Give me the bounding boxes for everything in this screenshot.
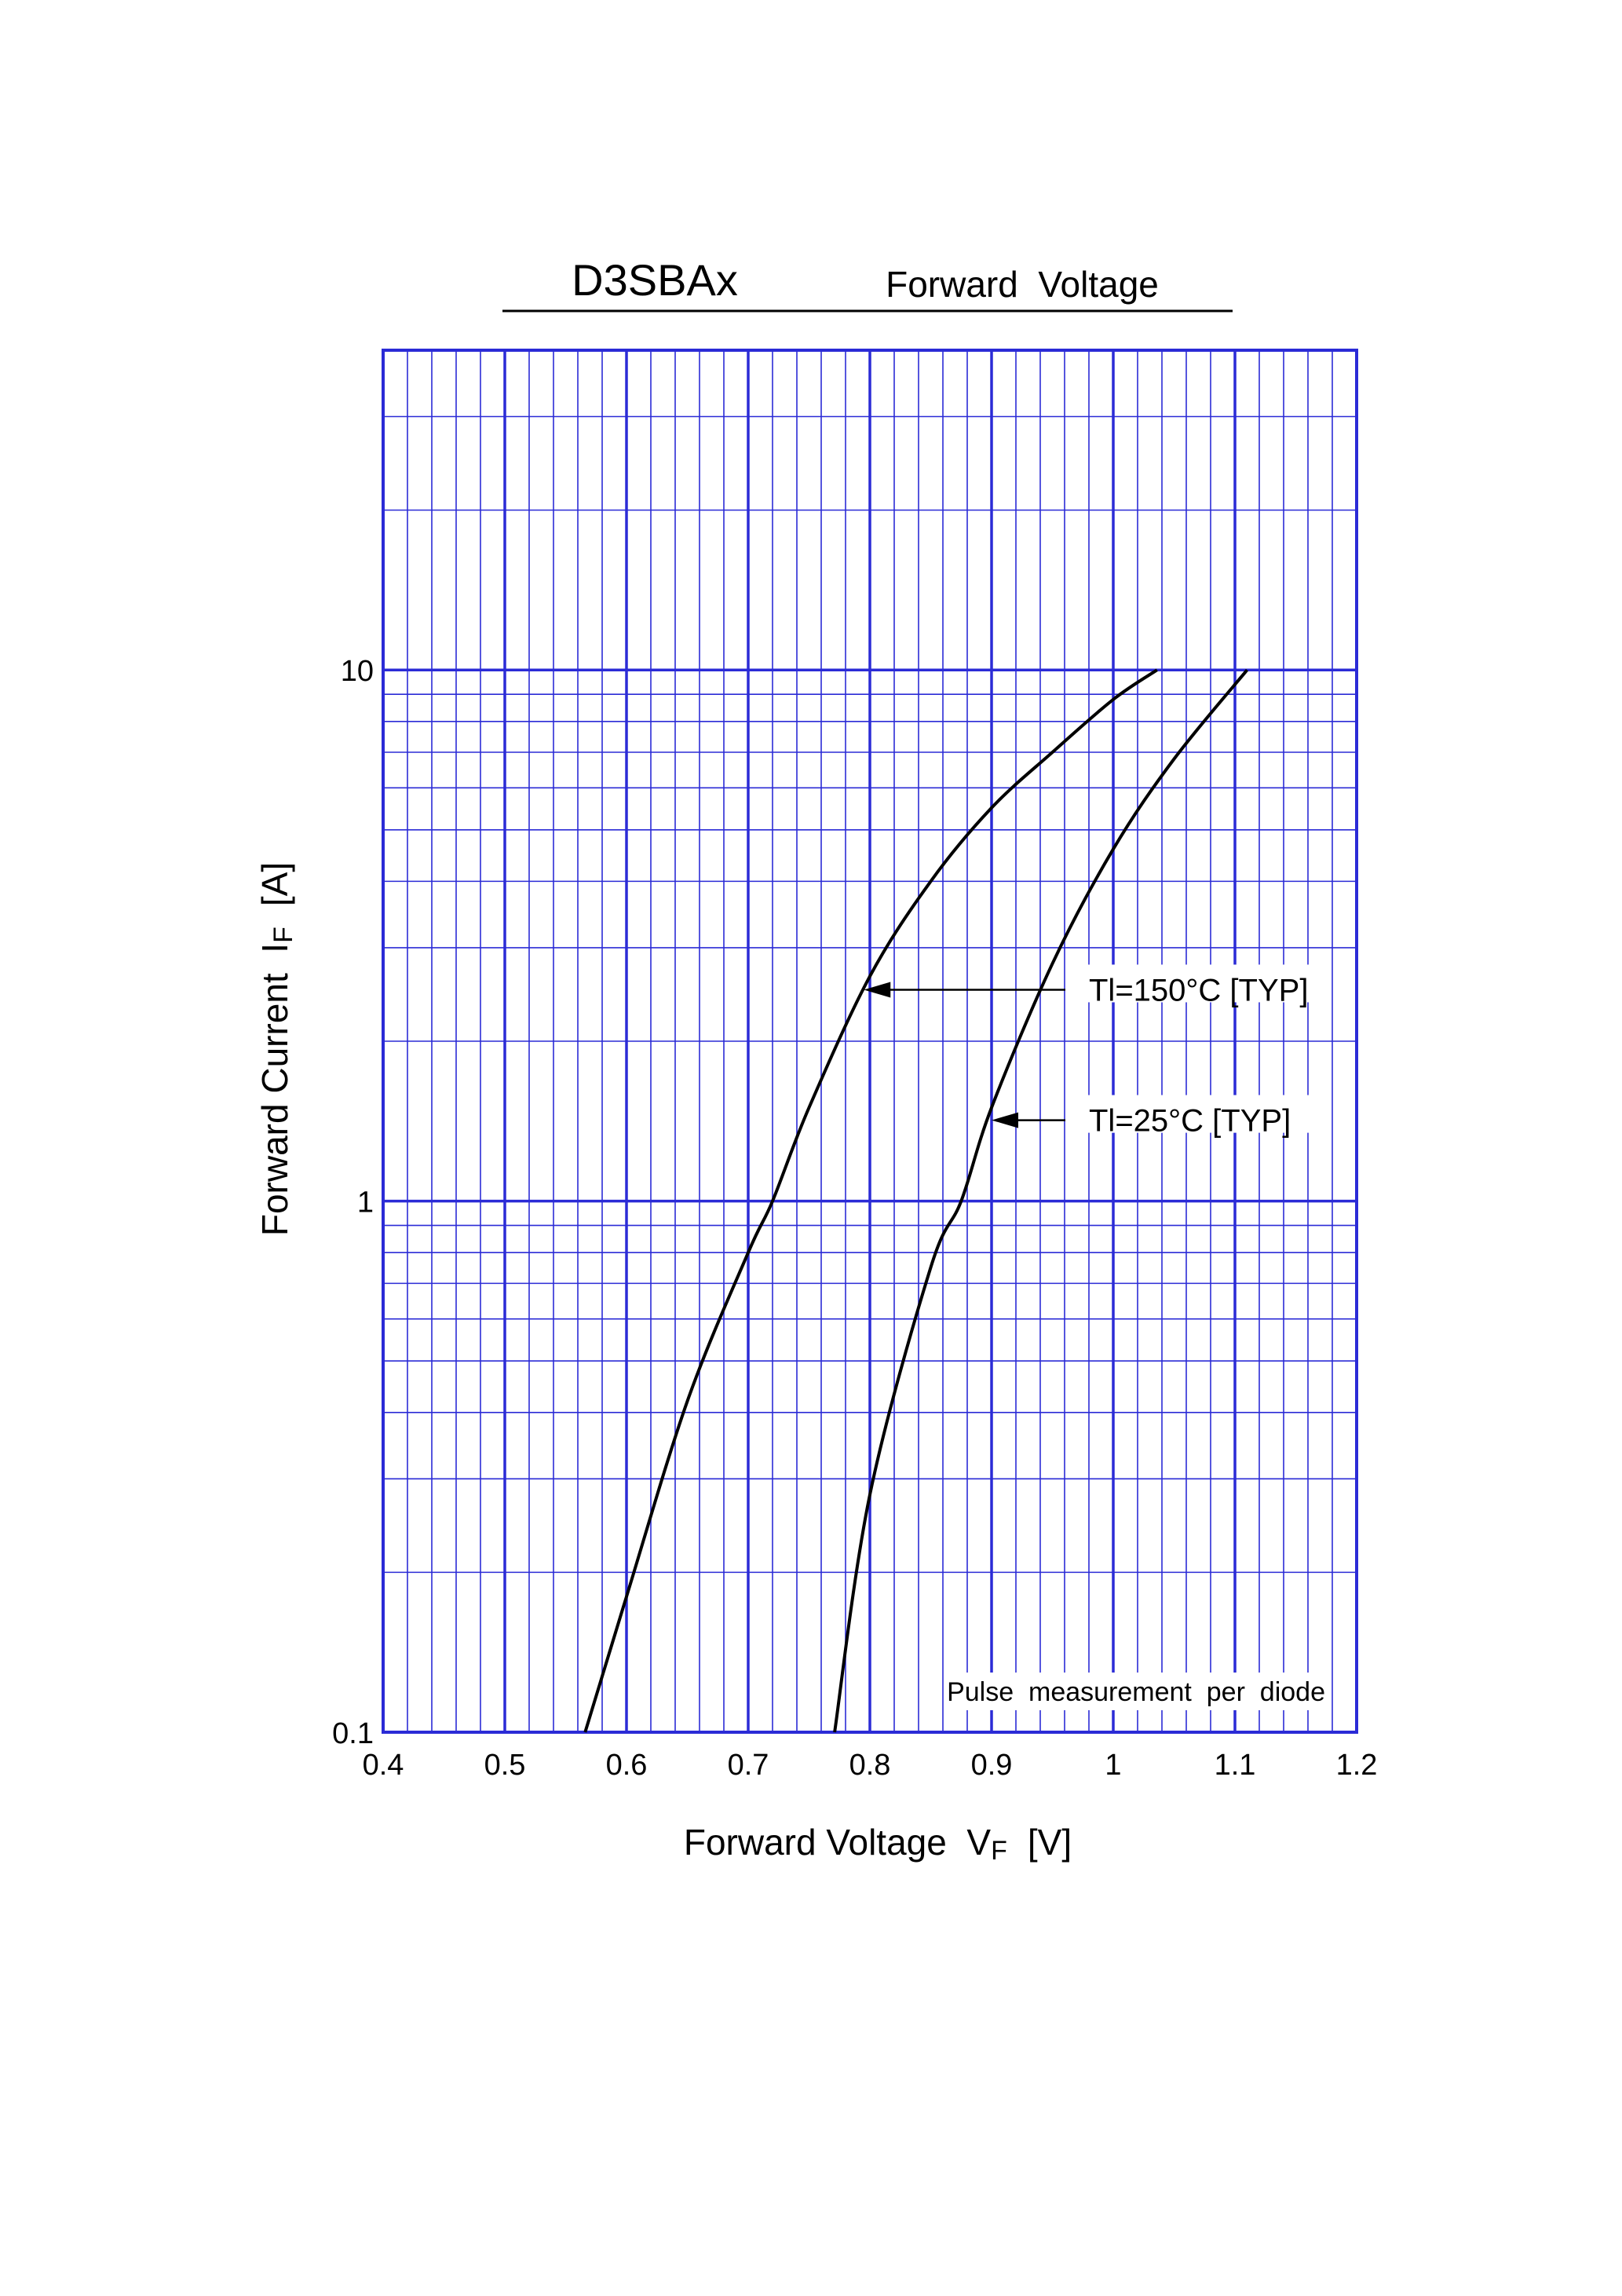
chart-subtitle: Forward Voltage bbox=[886, 264, 1159, 305]
y-axis-label: Forward Current IF [A] bbox=[254, 862, 298, 1236]
y-tick-label: 1 bbox=[357, 1186, 374, 1219]
annotation-label-tl150: Tl=150°C [TYP] bbox=[1089, 973, 1308, 1007]
x-tick-label: 1 bbox=[1105, 1749, 1121, 1782]
chart-title: D3SBAx bbox=[572, 255, 738, 305]
annotation-arrow-head bbox=[864, 982, 891, 998]
y-axis-label-unit: [A] bbox=[254, 862, 295, 906]
annotation-arrow-head bbox=[992, 1112, 1018, 1128]
note-background bbox=[946, 1673, 1331, 1710]
series bbox=[583, 668, 1249, 1733]
x-tick-label: 0.5 bbox=[484, 1749, 526, 1782]
pulse-note: Pulse measurement per diode bbox=[947, 1677, 1325, 1707]
y-axis-ticks: 0.1 1 10 bbox=[332, 655, 374, 1750]
x-axis-ticks: 0.4 0.5 0.6 0.7 0.8 0.9 1 1.1 1.2 bbox=[363, 1749, 1378, 1782]
x-axis-label-main: Forward Voltage V bbox=[684, 1822, 992, 1863]
y-axis-label-main: Forward Current I bbox=[254, 943, 295, 1236]
x-axis-label-sub: F bbox=[991, 1836, 1007, 1866]
annotation-label-bg bbox=[1081, 1095, 1313, 1133]
x-tick-label: 0.9 bbox=[971, 1749, 1013, 1782]
y-tick-label: 10 bbox=[341, 655, 374, 688]
x-tick-label: 1.2 bbox=[1336, 1749, 1378, 1782]
x-tick-label: 0.6 bbox=[606, 1749, 648, 1782]
x-axis-label: Forward Voltage VF [V] bbox=[684, 1822, 1072, 1866]
series-line-tl25 bbox=[833, 668, 1249, 1733]
annotation-label-tl25: Tl=25°C [TYP] bbox=[1089, 1104, 1291, 1139]
annotations: Tl=150°C [TYP] Tl=25°C [TYP] bbox=[864, 964, 1331, 1139]
x-tick-label: 0.8 bbox=[849, 1749, 891, 1782]
x-tick-label: 0.4 bbox=[363, 1749, 404, 1782]
y-axis-label-sub: F bbox=[269, 927, 298, 943]
y-tick-label: 0.1 bbox=[332, 1717, 374, 1750]
annotation-label-bg bbox=[1081, 964, 1331, 1003]
x-tick-label: 0.7 bbox=[728, 1749, 769, 1782]
grid bbox=[383, 350, 1357, 1732]
plot-frame bbox=[382, 349, 1358, 1734]
series-line-tl150 bbox=[583, 668, 1158, 1733]
x-axis-label-unit: [V] bbox=[1028, 1822, 1072, 1863]
x-tick-label: 1.1 bbox=[1215, 1749, 1256, 1782]
